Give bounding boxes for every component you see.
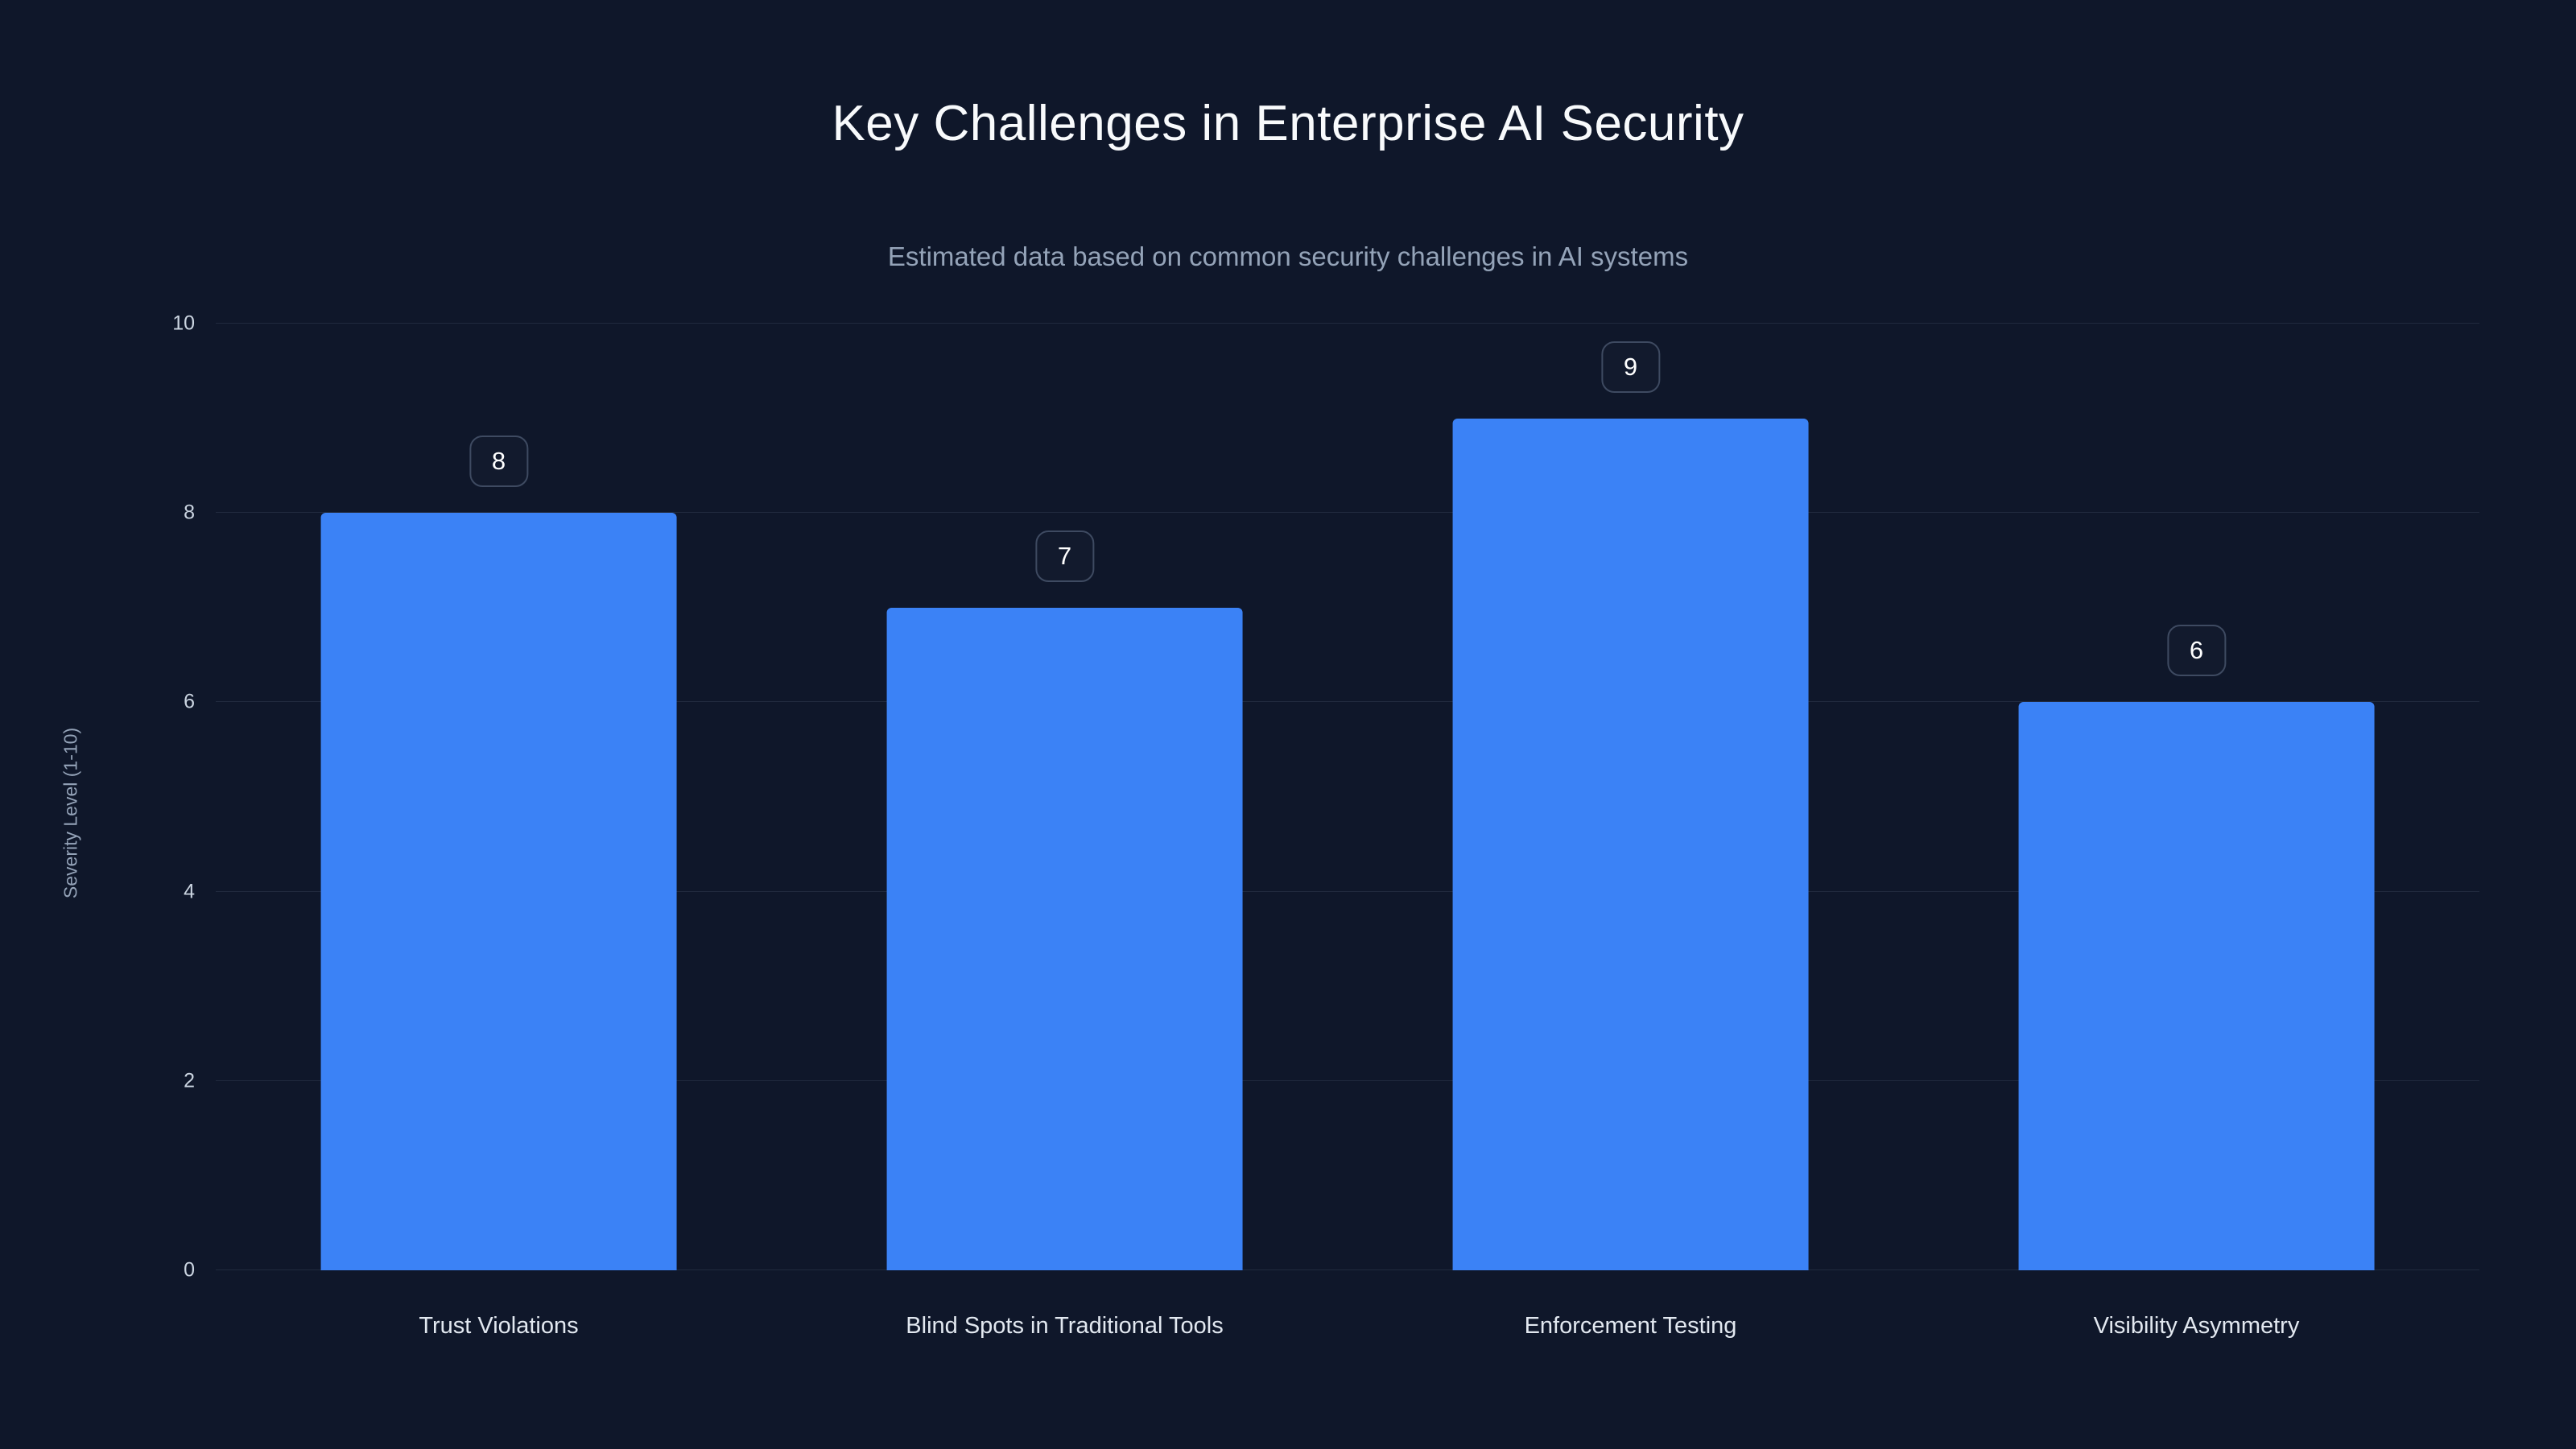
bar-chart: 0 2 4 6 8 10 8 7 9 6 Trust Violations Blind Spots … (172, 312, 2479, 1344)
y-tick-label-10: 10 (172, 312, 195, 335)
y-axis-title: Severity Level (1-10) (60, 727, 81, 899)
bar-0 (320, 513, 677, 1270)
plot-area: 0 2 4 6 8 10 8 7 9 6 (172, 312, 2479, 1282)
y-tick-label-6: 6 (184, 690, 195, 713)
bar-slot-3: 6 (1913, 324, 2479, 1270)
gridline-y-10 (216, 323, 2479, 324)
bar-2 (1452, 418, 1809, 1270)
y-tick-label-4: 4 (184, 880, 195, 903)
chart-title: Key Challenges in Enterprise AI Security (832, 96, 1744, 151)
gridline-y-8 (216, 512, 2479, 514)
bar-1 (886, 607, 1243, 1270)
gridline-y-4 (216, 890, 2479, 892)
bar-value-label-2: 9 (1600, 341, 1661, 393)
bar-value-label-3: 6 (2166, 625, 2227, 677)
gridline-y-6 (216, 701, 2479, 703)
y-tick-label-8: 8 (184, 501, 195, 524)
y-tick-label-2: 2 (184, 1069, 195, 1092)
bar-value-label-1: 7 (1034, 530, 1095, 582)
y-tick-label-0: 0 (184, 1258, 195, 1282)
bar-value-label-0: 8 (469, 436, 529, 488)
bars-row: 8 7 9 6 (216, 324, 2479, 1270)
category-label-1: Blind Spots in Traditional Tools (906, 1313, 1224, 1339)
bar-slot-2: 9 (1348, 324, 1913, 1270)
category-label-2: Enforcement Testing (1524, 1313, 1737, 1339)
bar-slot-0: 8 (216, 324, 782, 1270)
gridline-y-2 (216, 1080, 2479, 1081)
bar-3 (2018, 702, 2375, 1270)
x-axis-category-row: Trust Violations Blind Spots in Tradition… (216, 1270, 2479, 1344)
bar-slot-1: 7 (782, 324, 1348, 1270)
category-label-3: Visibility Asymmetry (2093, 1313, 2300, 1339)
gridline-y-0 (216, 1269, 2479, 1270)
category-label-0: Trust Violations (419, 1313, 579, 1339)
chart-subtitle: Estimated data based on common security … (887, 242, 1689, 271)
